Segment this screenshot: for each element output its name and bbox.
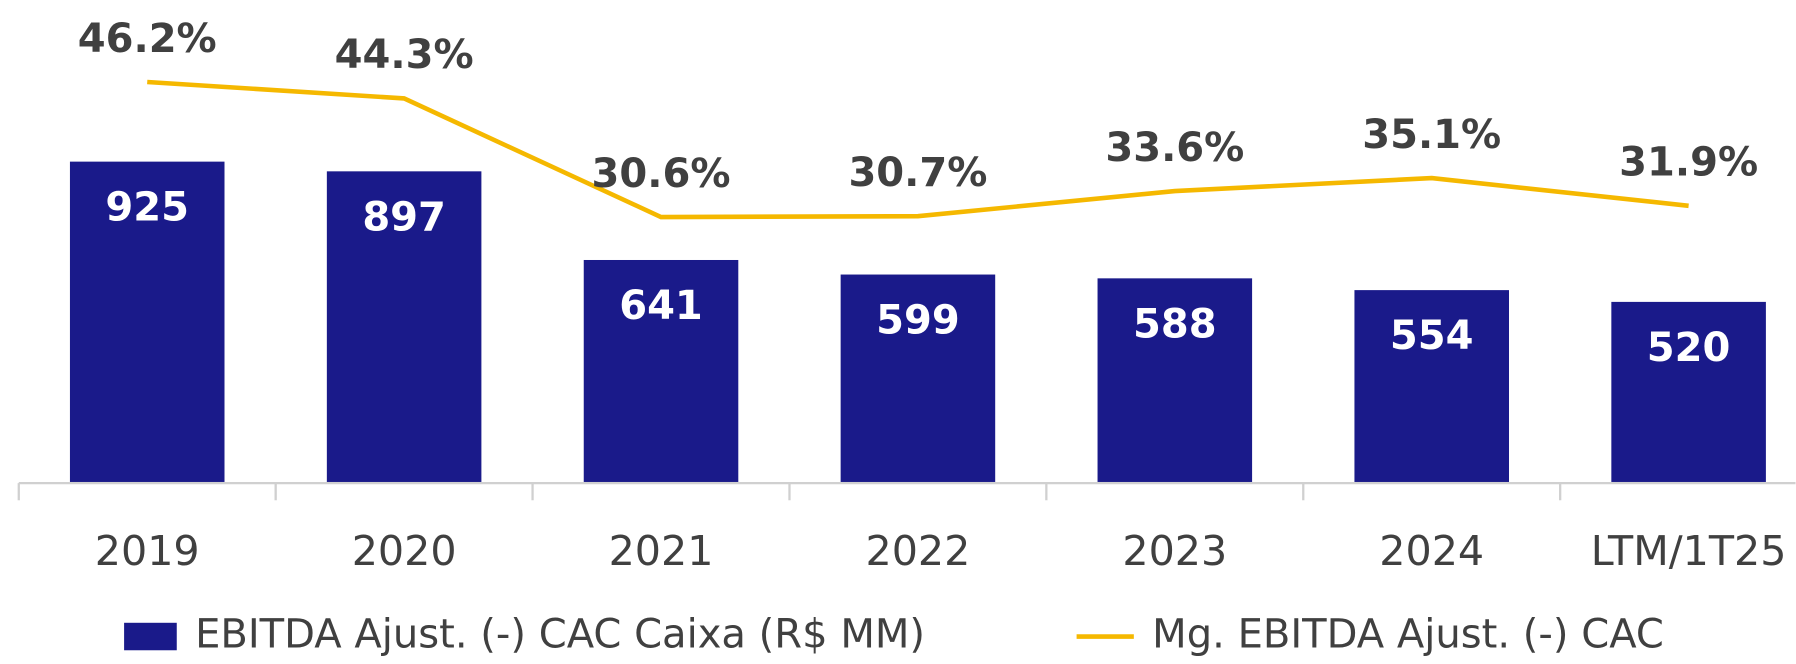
bar xyxy=(1354,290,1509,482)
bar-label: 588 xyxy=(1133,301,1217,347)
x-tick-label: 2024 xyxy=(1379,527,1484,575)
legend-label: Mg. EBITDA Ajust. (-) CAC xyxy=(1152,612,1664,658)
bar xyxy=(583,259,739,482)
x-tick-label: 2023 xyxy=(1122,527,1227,575)
legend-swatch xyxy=(124,622,177,651)
x-tick-label: 2019 xyxy=(95,527,200,575)
line-label: 30.7% xyxy=(848,150,987,196)
bar xyxy=(840,274,996,482)
bar-label: 925 xyxy=(105,185,189,231)
bar xyxy=(1611,301,1766,482)
line-label: 31.9% xyxy=(1619,140,1758,186)
line xyxy=(147,79,1689,220)
legend-label: EBITDA Ajust. (-) CAC Caixa (R$ MM) xyxy=(195,612,925,658)
line-label: 46.2% xyxy=(78,16,217,62)
bar xyxy=(326,171,482,482)
bar-label: 641 xyxy=(619,283,703,329)
line-label: 30.6% xyxy=(592,151,731,197)
bar-label: 599 xyxy=(876,298,960,344)
x-tick-label: 2020 xyxy=(352,527,457,575)
x-tick-label: 2022 xyxy=(865,527,970,575)
bar xyxy=(1097,278,1253,482)
x-tick-label: LTM/1T25 xyxy=(1591,527,1787,575)
line-label: 44.3% xyxy=(335,32,474,78)
line-label: 33.6% xyxy=(1105,125,1244,171)
bar-label: 520 xyxy=(1647,325,1731,371)
bar-label: 897 xyxy=(362,194,446,240)
bar xyxy=(69,161,225,482)
line-label: 35.1% xyxy=(1362,112,1501,158)
x-tick-label: 2021 xyxy=(609,527,714,575)
bar-label: 554 xyxy=(1390,313,1474,359)
